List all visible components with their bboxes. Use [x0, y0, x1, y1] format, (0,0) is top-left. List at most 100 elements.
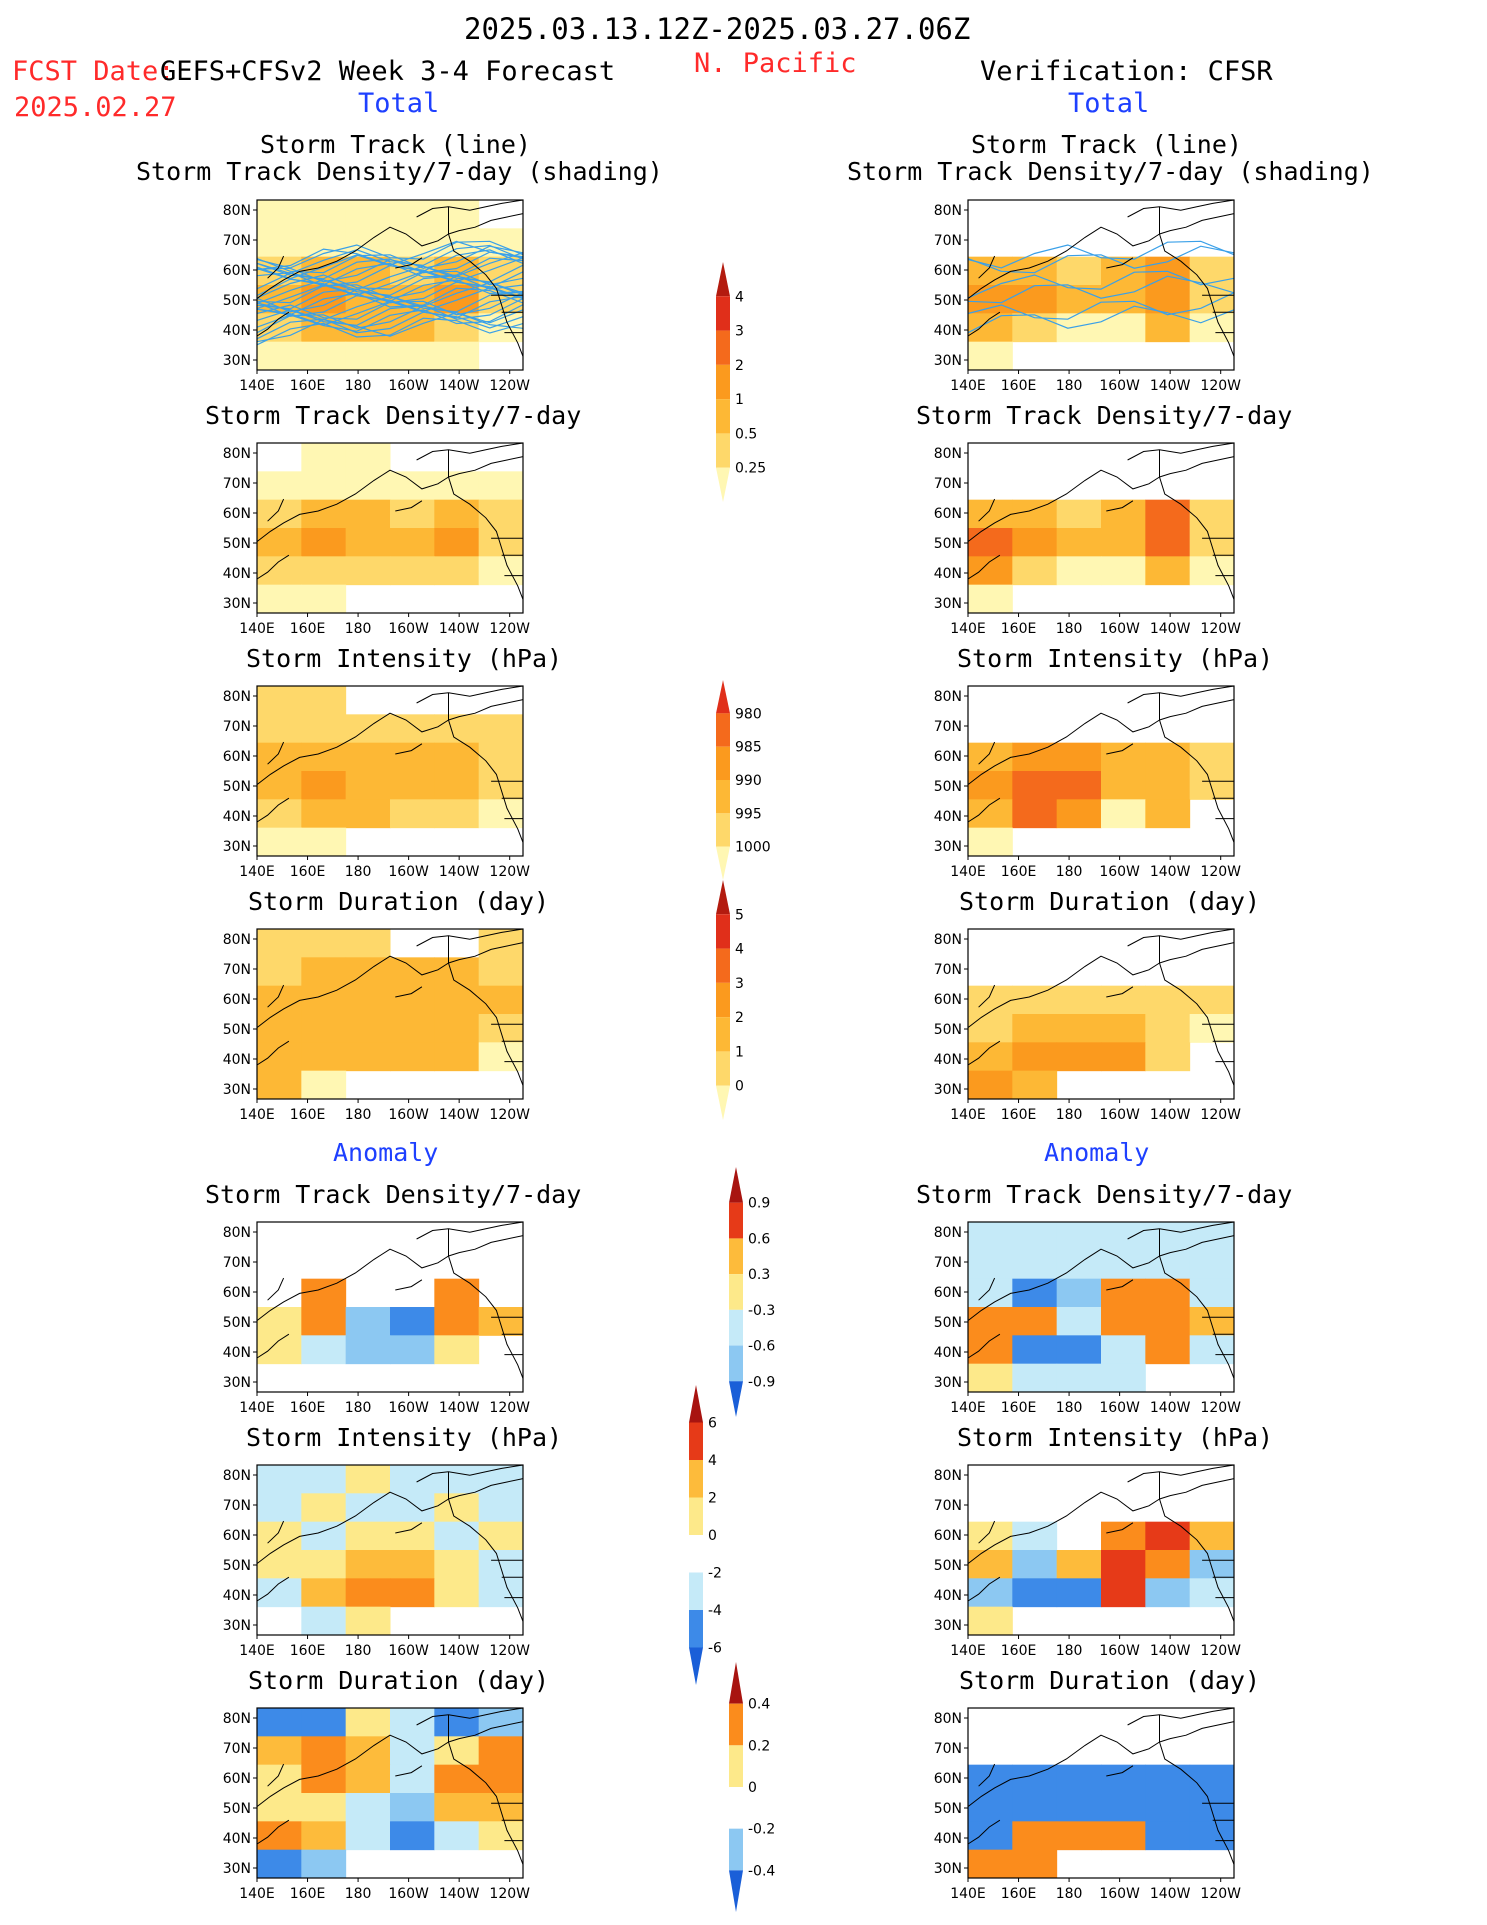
y-tick-label: 80N — [223, 1225, 251, 1241]
coastline — [1106, 743, 1134, 755]
coastline — [256, 469, 449, 542]
y-tick-label: 60N — [934, 1285, 962, 1301]
x-tick-label: 160W — [1099, 1886, 1140, 1902]
heat-cell — [1012, 1578, 1058, 1608]
coastline — [978, 1277, 996, 1301]
heat-cell — [1189, 1278, 1235, 1308]
heat-cell — [968, 827, 1013, 857]
heat-cell — [257, 1070, 302, 1100]
x-tick-label: 180 — [1056, 1643, 1083, 1659]
y-tick-label: 30N — [223, 353, 251, 369]
x-tick-label: 120W — [489, 621, 530, 637]
x-tick-label: 120W — [1200, 1107, 1241, 1123]
y-tick-label: 70N — [223, 962, 251, 978]
coastline — [978, 1763, 996, 1787]
x-tick-label: 160W — [388, 1107, 429, 1123]
x-tick-label: 180 — [345, 378, 372, 394]
colorbar-label: -0.6 — [748, 1339, 775, 1355]
heat-cell — [1056, 1307, 1102, 1336]
y-tick-label: 50N — [223, 1022, 251, 1038]
heat-cell — [1145, 1578, 1191, 1608]
heat-cell — [390, 1014, 435, 1043]
y-tick-label: 50N — [223, 779, 251, 795]
panel-forecast-total-track-line: 140E 160E 180 160W 140W 120W 80N 70N 60N 50N 40N 30… — [223, 199, 530, 394]
heat-cell — [345, 1764, 391, 1794]
heat-cell — [257, 985, 302, 1015]
heat-cell — [1101, 771, 1146, 800]
x-tick-label: 140E — [950, 621, 986, 637]
heat-cell — [968, 1307, 1013, 1336]
panel-forecast-anomaly-density: 140E 160E 180 160W 140W 120W 80N 70N 60N 50N 40N 30… — [223, 1221, 530, 1416]
heat-cell — [1145, 1764, 1191, 1794]
y-tick-label: 70N — [223, 233, 251, 249]
heat-cell — [1101, 313, 1146, 343]
heat-cell — [345, 556, 391, 586]
coastline — [256, 955, 449, 1028]
heat-cell — [301, 1070, 347, 1100]
x-tick-label: 120W — [489, 1107, 530, 1123]
colorbar-segment — [729, 1274, 743, 1310]
x-tick-label: 160W — [388, 621, 429, 637]
x-tick-label: 140W — [1150, 1400, 1191, 1416]
heat-cell — [1056, 742, 1102, 772]
heat-cell — [1012, 1222, 1058, 1251]
heat-cell — [1145, 1307, 1191, 1336]
colorbar-segment — [716, 713, 730, 747]
x-tick-label: 140W — [439, 864, 480, 880]
y-tick-label: 40N — [223, 1831, 251, 1847]
colorbar-cap-bottom — [689, 1647, 703, 1685]
heat-cell — [434, 1793, 480, 1822]
y-tick-label: 80N — [223, 932, 251, 948]
colorbar-label: -2 — [708, 1566, 722, 1582]
x-tick-label: 180 — [345, 1107, 372, 1123]
fcst-date-label: FCST Date: — [12, 56, 175, 87]
plot-frame — [967, 1221, 1235, 1393]
x-tick-label: 120W — [1200, 1886, 1241, 1902]
x-tick-label: 160W — [388, 1886, 429, 1902]
heat-cell — [257, 228, 302, 258]
y-tick-label: 70N — [223, 1498, 251, 1514]
y-tick-label: 40N — [223, 1588, 251, 1604]
heat-cell — [257, 1708, 302, 1737]
coastline — [1106, 500, 1134, 512]
heat-cell — [301, 1708, 347, 1737]
y-tick-label: 60N — [934, 263, 962, 279]
heat-cell — [1012, 1521, 1058, 1551]
coastline — [395, 257, 423, 269]
heat-cell — [301, 528, 347, 557]
storm-track-line — [967, 305, 1235, 334]
heat-cell — [478, 1493, 524, 1523]
x-tick-label: 160W — [388, 1400, 429, 1416]
colorbar-label: 2 — [708, 1491, 717, 1507]
heat-cell — [1012, 1363, 1058, 1393]
heat-cell — [301, 1042, 347, 1072]
x-tick-label: 180 — [345, 1886, 372, 1902]
heat-cell — [1012, 1821, 1058, 1851]
colorbar-segment — [716, 982, 730, 1018]
heat-cell — [968, 1070, 1013, 1100]
heat-cell — [301, 556, 347, 586]
x-tick-label: 120W — [489, 1400, 530, 1416]
colorbar-segment — [729, 1703, 743, 1746]
y-tick-label: 50N — [934, 1801, 962, 1817]
y-tick-label: 60N — [223, 1528, 251, 1544]
heat-cell — [1101, 742, 1146, 772]
heat-cell — [257, 1465, 302, 1494]
coastline — [967, 955, 1160, 1028]
panel-forecast-total-duration: 140E 160E 180 160W 140W 120W 80N 70N 60N 50N 40N 30… — [223, 928, 530, 1123]
colorbar-segment — [729, 1309, 743, 1346]
x-tick-label: 120W — [1200, 1400, 1241, 1416]
panel-title-anom-density-right: Storm Track Density/7-day — [916, 1180, 1293, 1209]
coastline — [1106, 986, 1134, 998]
colorbar-segment — [716, 1017, 730, 1052]
x-tick-label: 140E — [239, 1643, 275, 1659]
heat-cell — [968, 1278, 1013, 1308]
heat-cell — [1101, 256, 1146, 286]
colorbar-cap-top — [716, 680, 730, 714]
y-tick-label: 60N — [934, 1771, 962, 1787]
heat-cell — [390, 771, 435, 800]
heat-cell — [1145, 528, 1191, 557]
coastline — [448, 1498, 524, 1622]
x-tick-label: 140E — [950, 378, 986, 394]
x-tick-label: 140E — [950, 1107, 986, 1123]
